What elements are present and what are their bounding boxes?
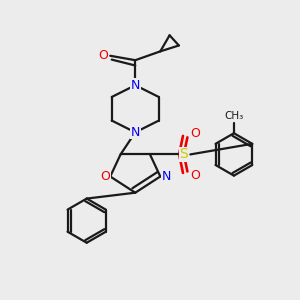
Text: S: S (179, 147, 188, 161)
Text: O: O (100, 170, 110, 183)
Text: CH₃: CH₃ (224, 111, 244, 122)
Text: N: N (130, 126, 140, 139)
Text: N: N (161, 170, 171, 183)
Text: N: N (130, 79, 140, 92)
Text: O: O (190, 127, 200, 140)
Text: O: O (98, 49, 108, 62)
Text: O: O (190, 169, 200, 182)
